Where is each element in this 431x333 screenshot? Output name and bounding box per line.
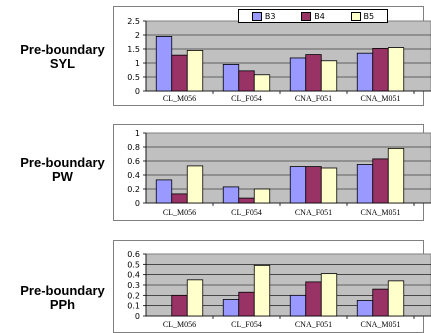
row-label-pph-line1: Pre-boundary (20, 283, 105, 298)
legend-swatch-b5 (350, 11, 361, 21)
category-label: CL_F054 (231, 94, 262, 103)
bar-b5-cl-f054 (253, 74, 271, 92)
row-label-syl-line2: SYL (49, 56, 76, 71)
bar-b4-cl-m056 (171, 193, 188, 204)
chart-pph: 00.1 0.20.30.4 0.50.6 CL_M056 CL_F054 CNA_F05… (113, 240, 431, 333)
y-tick-label: 0.2 (127, 185, 140, 194)
y-tick-label: 2 (135, 31, 140, 40)
bar-b3-cna-m051 (356, 300, 374, 317)
category-label: CL_M056 (163, 94, 196, 103)
legend-item-b4: B4 (301, 11, 325, 21)
category-label: CL_F054 (231, 320, 262, 329)
y-tick-label: 2.5 (127, 17, 140, 26)
row-label-pw: Pre-boundary PW (0, 156, 125, 184)
bar-b5-cna-f051 (320, 273, 338, 317)
y-tick-label: 0.5 (127, 260, 140, 269)
bar-b4-cl-m056 (171, 54, 188, 92)
y-tick-label: 0.4 (127, 271, 140, 280)
y-tick-label: 1 (135, 59, 140, 68)
bar-b4-cna-f051 (305, 166, 322, 204)
y-tick-label: 0.6 (127, 157, 140, 166)
row-label-syl-line1: Pre-boundary (20, 42, 105, 57)
row-label-pph: Pre-boundary PPh (0, 284, 125, 312)
bar-b4-cna-m051 (372, 288, 389, 317)
bar-b5-cna-f051 (320, 60, 338, 92)
bar-b3-cna-f051 (289, 166, 307, 204)
legend-label-b4: B4 (314, 11, 325, 21)
category-label: CNA_M051 (360, 320, 400, 329)
bar-b4-cl-f054 (238, 70, 255, 92)
bar-b5-cna-m051 (387, 280, 405, 317)
bar-b5-cna-m051 (387, 147, 405, 204)
legend-item-b5: B5 (350, 11, 375, 21)
category-label: CNA_M051 (360, 208, 400, 217)
y-tick-label: 0.6 (127, 250, 140, 259)
category-label: CNA_F051 (295, 320, 332, 329)
bar-b3-cl-f054 (222, 186, 240, 204)
y-tick-label: 0 (135, 312, 140, 321)
y-tick-label: 0.5 (127, 73, 140, 82)
y-tick-label: 0 (135, 87, 140, 96)
bar-b4-cl-f054 (238, 291, 255, 317)
bar-b5-cna-f051 (320, 167, 338, 204)
bar-b5-cl-m056 (186, 279, 204, 317)
bar-b5-cna-m051 (387, 47, 405, 92)
legend-swatch-b4 (301, 11, 312, 21)
legend-label-b5: B5 (363, 11, 375, 21)
bar-b4-cna-f051 (305, 281, 322, 317)
bar-b3-cna-m051 (356, 52, 374, 92)
y-tick-label: 0 (135, 199, 140, 208)
bar-b5-cl-f054 (253, 188, 271, 204)
bar-b4-cl-m056 (171, 294, 188, 317)
y-tick-label: 1.5 (127, 45, 140, 54)
bar-b4-cl-f054 (238, 197, 255, 204)
chart-pw: 0 0.2 0.4 0.6 0.8 1 CL_M056 CL_F054 CNA_F051 CNA_… (113, 124, 431, 221)
row-label-pw-line1: Pre-boundary (20, 155, 105, 170)
category-label: CNA_M051 (360, 94, 400, 103)
row-label-pph-line2: PPh (49, 297, 76, 312)
bar-b3-cl-f054 (222, 64, 240, 92)
y-tick-label: 0.2 (127, 291, 140, 300)
bar-b4-cna-m051 (372, 158, 389, 204)
bar-b3-cna-f051 (289, 57, 307, 92)
y-tick-label: 0.4 (127, 171, 140, 180)
legend: B3 B4 B5 (238, 9, 388, 23)
legend-item-b3: B3 (251, 11, 276, 21)
legend-label-b3: B3 (264, 11, 276, 21)
bar-b3-cna-m051 (356, 164, 374, 204)
y-tick-label: 0.3 (127, 281, 140, 290)
y-tick-label: 0.1 (127, 302, 140, 311)
legend-swatch-b3 (251, 11, 262, 21)
row-label-pw-line2: PW (52, 169, 73, 184)
bar-b5-cl-m056 (186, 165, 204, 204)
bar-b3-cl-m056 (155, 35, 173, 92)
category-label: CL_F054 (231, 208, 262, 217)
category-label: CL_M056 (163, 320, 196, 329)
category-label: CL_M056 (163, 208, 196, 217)
bar-b4-cna-f051 (305, 54, 322, 92)
row-label-syl: Pre-boundary SYL (0, 43, 125, 71)
chart-syl: 0 0.5 1 1.5 2 2.5 CL_M056 CL_F054 CNA_F051 CNA_M0… (113, 6, 431, 106)
category-label: CNA_F051 (295, 208, 332, 217)
y-tick-label: 1 (135, 129, 140, 138)
y-tick-label: 0.8 (127, 143, 140, 152)
bar-b5-cl-m056 (186, 50, 204, 92)
bar-b3-cna-f051 (289, 294, 307, 317)
bar-b4-cna-m051 (372, 48, 389, 92)
category-label: CNA_F051 (295, 94, 332, 103)
bar-b5-cl-f054 (253, 264, 271, 317)
bar-b3-cl-f054 (222, 299, 240, 317)
bar-b3-cl-m056 (155, 179, 173, 204)
